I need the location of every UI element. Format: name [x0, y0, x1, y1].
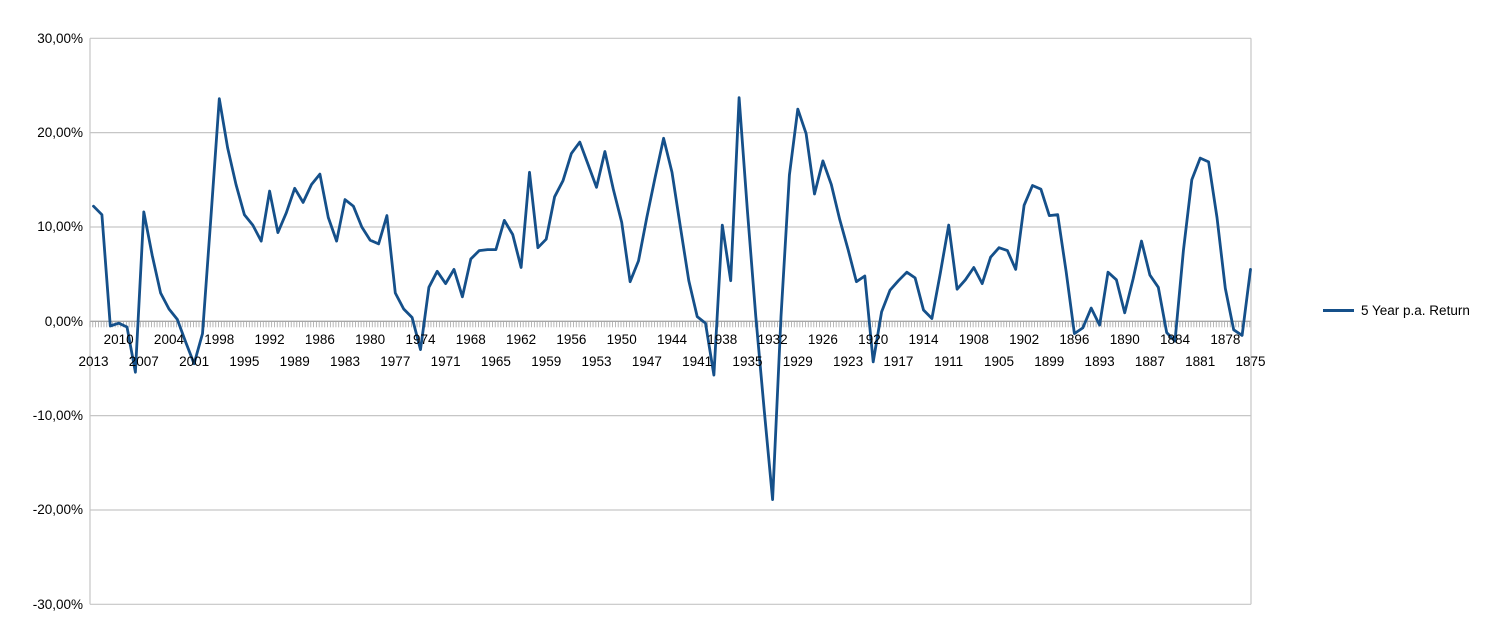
y-axis-tick-label: 10,00% — [37, 219, 83, 235]
x-axis-tick-label: 1917 — [883, 353, 914, 369]
x-axis-tick-label: 1875 — [1235, 353, 1266, 369]
y-axis-tick-label: 30,00% — [37, 30, 83, 46]
x-axis-tick-label: 1899 — [1034, 353, 1065, 369]
x-axis-tick-label: 1977 — [380, 353, 411, 369]
legend-line-swatch — [1323, 308, 1354, 312]
y-axis-tick-label: -20,00% — [32, 502, 83, 518]
x-axis-tick-label: 1971 — [430, 353, 461, 369]
x-axis-tick-label: 1962 — [506, 331, 537, 347]
y-axis-tick-label: 20,00% — [37, 125, 83, 141]
x-axis-tick-label: 1893 — [1084, 353, 1115, 369]
series-line-5-year-pa-return — [92, 96, 1252, 502]
x-axis-tick-label: 1914 — [908, 331, 939, 347]
x-axis-tick-label: 1905 — [983, 353, 1014, 369]
x-axis-tick-label: 1950 — [606, 331, 637, 347]
x-axis-tick-label: 1998 — [204, 331, 235, 347]
x-axis-tick-label: 1947 — [631, 353, 662, 369]
x-axis-tick-label: 1878 — [1210, 331, 1241, 347]
x-axis-tick-label: 1989 — [279, 353, 310, 369]
x-axis-tick-label: 2004 — [153, 331, 184, 347]
legend-label: 5 Year p.a. Return — [1361, 302, 1470, 318]
y-axis-tick-label: -30,00% — [32, 596, 83, 612]
x-axis-tick-label: 1986 — [304, 331, 335, 347]
x-axis-tick-label: 1992 — [254, 331, 285, 347]
x-axis-tick-label: 1983 — [329, 353, 361, 369]
x-axis-tick-label: 1980 — [355, 331, 386, 347]
x-axis-tick-label: 1995 — [229, 353, 260, 369]
x-axis-tick-label: 1941 — [682, 353, 713, 369]
x-axis-tick-label: 1932 — [757, 331, 788, 347]
x-axis-tick-label: 1929 — [782, 353, 813, 369]
x-axis-tick-label: 1881 — [1185, 353, 1216, 369]
x-axis-tick-label: 2013 — [78, 353, 109, 369]
x-axis-tick-label: 1965 — [480, 353, 511, 369]
x-axis-tick-label: 1938 — [707, 331, 738, 347]
y-axis-tick-label: -10,00% — [32, 408, 83, 424]
x-axis-tick-label: 1923 — [833, 353, 864, 369]
x-axis-tick-label: 1935 — [732, 353, 763, 369]
x-axis-tick-label: 1908 — [958, 331, 989, 347]
x-axis-tick-label: 1890 — [1109, 331, 1140, 347]
x-axis-tick-label: 1884 — [1160, 331, 1191, 347]
x-axis-tick-label: 1920 — [858, 331, 889, 347]
x-axis-tick-label: 2007 — [128, 353, 159, 369]
legend: 5 Year p.a. Return — [1323, 296, 1470, 324]
x-axis-tick-label: 1956 — [556, 331, 587, 347]
y-axis-tick-label: 0,00% — [44, 313, 83, 329]
x-axis-tick-label: 1911 — [934, 353, 964, 369]
x-axis-tick-label: 1974 — [405, 331, 436, 347]
x-axis-tick-label: 1953 — [581, 353, 612, 369]
x-axis-tick-label: 1926 — [807, 331, 838, 347]
x-axis-tick-label: 1944 — [656, 331, 688, 347]
x-axis-tick-label: 1959 — [531, 353, 562, 369]
x-axis-tick-label: 2001 — [179, 353, 210, 369]
x-axis-tick-label: 2010 — [103, 331, 134, 347]
x-axis-tick-label: 1968 — [455, 331, 486, 347]
x-axis-tick-label: 1896 — [1059, 331, 1090, 347]
x-axis-tick-label: 1887 — [1134, 353, 1165, 369]
x-axis-tick-label: 1902 — [1009, 331, 1040, 347]
